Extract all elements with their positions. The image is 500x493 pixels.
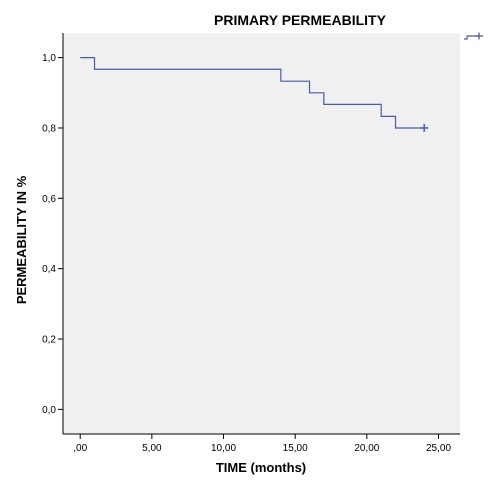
- legend-censor-sample: [475, 32, 483, 40]
- y-tick-label: 0,2: [42, 335, 56, 346]
- legend-line-sample: [464, 35, 478, 40]
- x-axis-label: TIME (months): [216, 460, 306, 475]
- plot-area: [63, 33, 460, 434]
- x-tick-label: ,00: [73, 443, 87, 454]
- legend: [464, 32, 483, 40]
- x-tick-label: 15,00: [283, 443, 308, 454]
- series-group: [80, 57, 429, 132]
- y-tick-label: 0,6: [42, 194, 56, 205]
- chart-title: PRIMARY PERMEABILITY: [214, 12, 387, 28]
- y-tick-label: 1,0: [42, 53, 56, 64]
- y-tick-label: 0,4: [42, 264, 56, 275]
- x-axis: ,00 5,00 10,00 15,00 20,00 25,00: [63, 433, 460, 454]
- x-tick-label: 25,00: [426, 443, 451, 454]
- survival-step-line: [80, 57, 425, 129]
- x-tick-label: 5,00: [142, 443, 162, 454]
- y-axis-label: PERMEABILITY IN %: [14, 175, 29, 304]
- y-tick-label: 0,0: [42, 405, 56, 416]
- censored-marker: [420, 123, 429, 132]
- x-tick-label: 20,00: [354, 443, 379, 454]
- y-axis: 0,0 0,2 0,4 0,6 0,8 1,0: [42, 33, 64, 434]
- y-tick-label: 0,8: [42, 123, 56, 134]
- x-tick-label: 10,00: [211, 443, 236, 454]
